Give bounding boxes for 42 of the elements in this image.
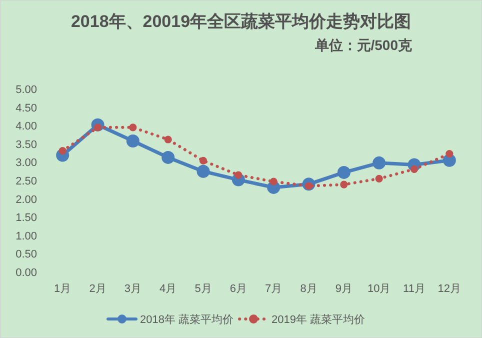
x-tick-label: 11月 [403,283,426,295]
point [58,147,66,155]
point [270,178,278,186]
x-tick-label: 2月 [89,283,106,295]
x-tick-label: 6月 [230,283,247,295]
y-tick-label: 1.00 [16,230,37,242]
point [164,136,172,144]
y-tick-label: 3.00 [16,157,37,170]
y-tick-label: 0.00 [16,267,37,279]
x-tick-label: 8月 [300,283,318,295]
x-tick-label: 5月 [194,283,212,295]
point [196,164,210,178]
x-tick-label: 7月 [265,283,282,295]
point [372,156,386,170]
chart-title: 2018年、20019年全区蔬菜平均价走势对比图 [70,12,412,31]
point [126,134,140,148]
y-tick-label: 4.00 [16,120,37,133]
legend-label: 2019年 蔬菜平均价 [272,313,366,326]
point [162,150,175,164]
y-tick-label: 3.50 [16,138,37,151]
y-tick-label: 0.50 [16,248,37,261]
x-tick-label: 4月 [160,283,177,295]
point [129,124,137,132]
point [340,180,348,188]
legend-label: 2018年 蔬菜平均价 [140,313,234,326]
y-tick-label: 5.00 [16,84,37,96]
x-tick-label: 1月 [54,283,72,295]
x-tick-label: 3月 [124,283,142,295]
point [410,165,418,173]
point [337,166,350,179]
chart-subtitle: 单位：元/500克 [314,37,413,53]
y-tick-label: 1.50 [16,212,37,224]
x-tick-label: 9月 [335,283,352,295]
y-tick-label: 2.00 [16,194,37,206]
point [234,171,242,179]
x-tick-label: 12月 [438,283,462,295]
y-tick-label: 2.50 [16,176,37,188]
point [375,174,383,182]
y-tick-label: 4.50 [16,102,37,114]
point [446,150,454,158]
x-tick-label: 10月 [367,283,391,295]
point [199,156,208,165]
